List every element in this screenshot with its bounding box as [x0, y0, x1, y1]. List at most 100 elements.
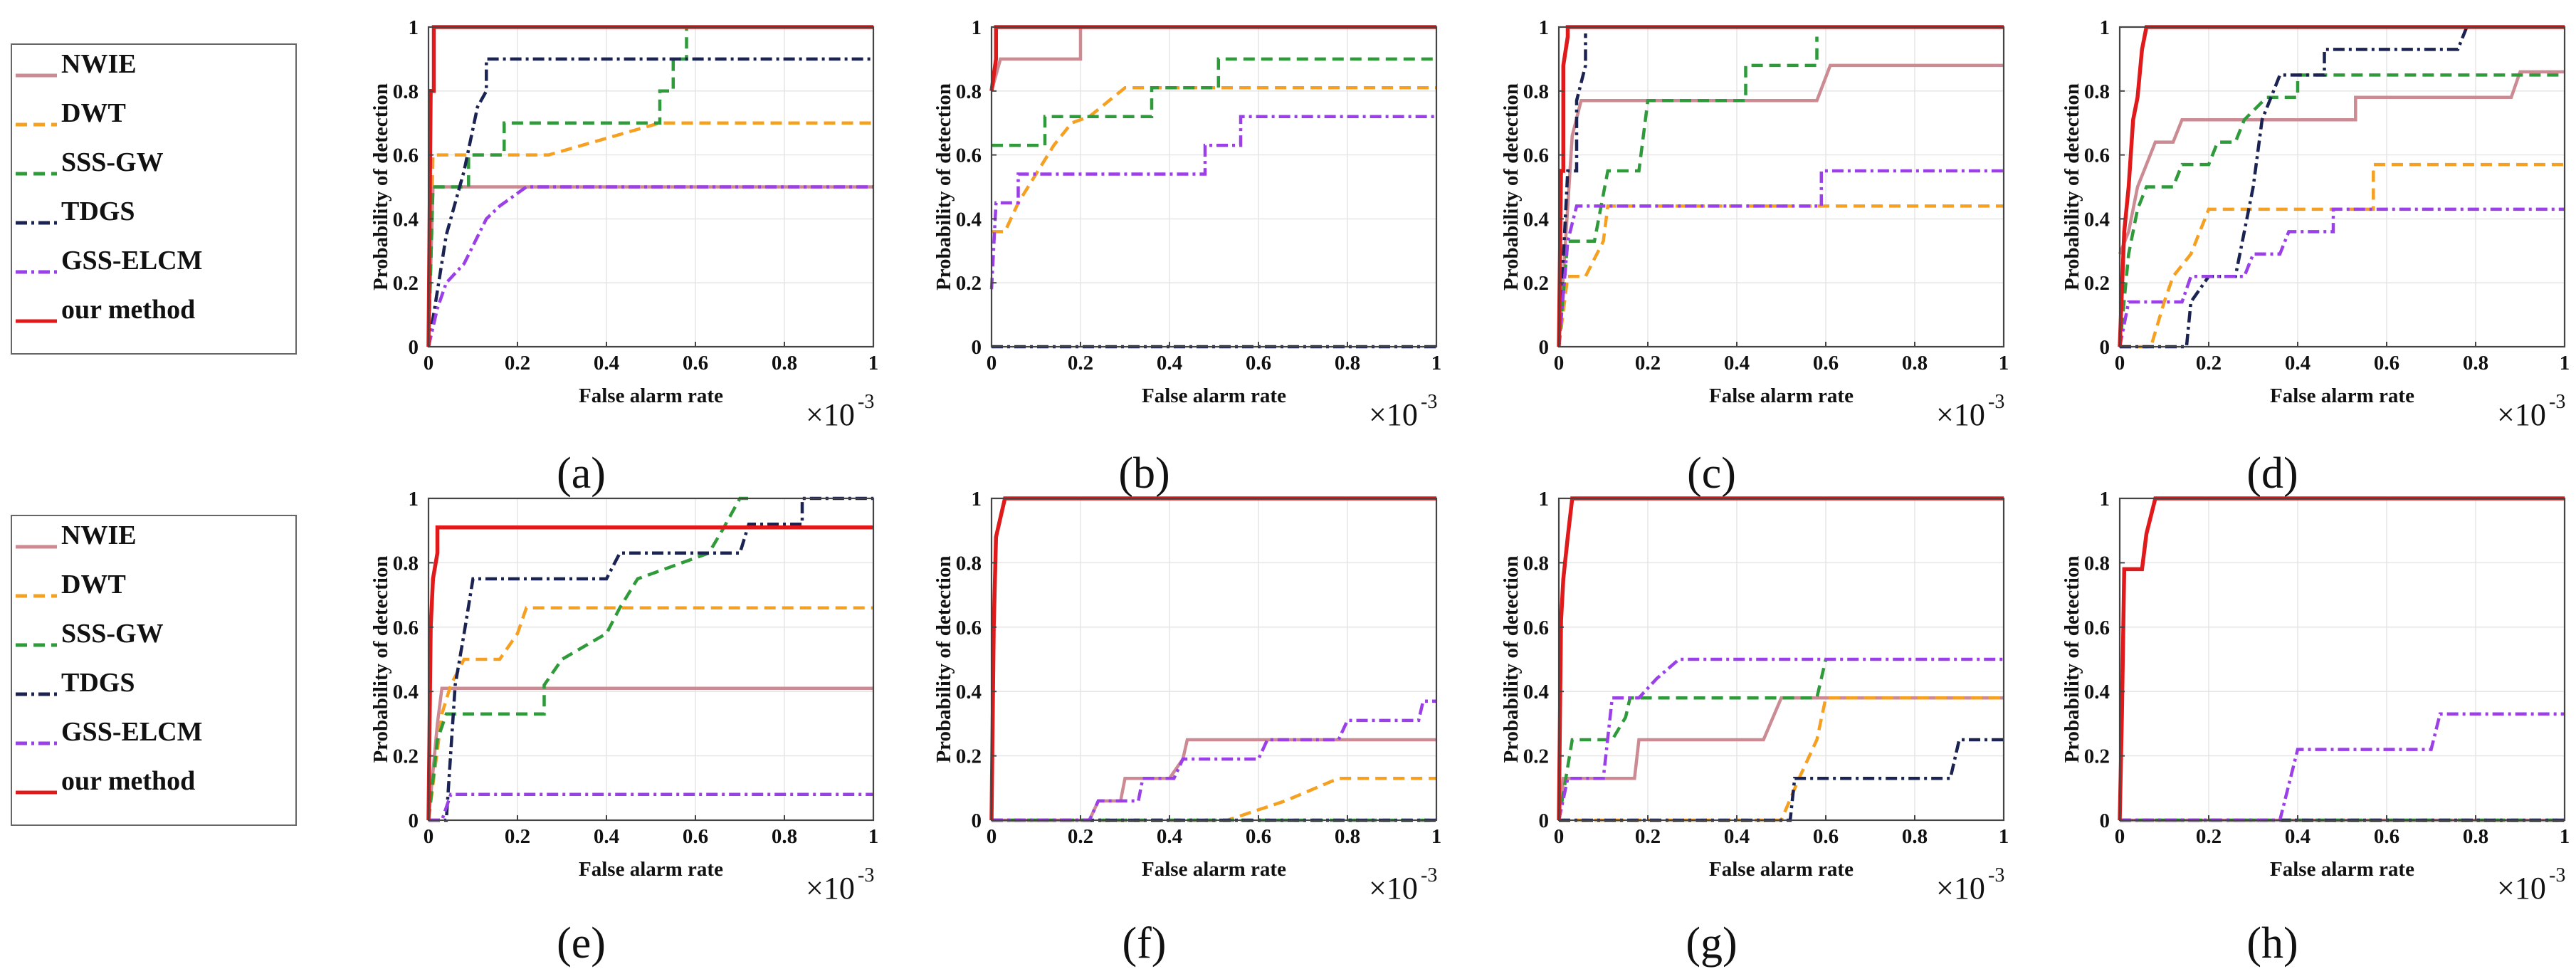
- y-tick-label: 0.6: [2084, 145, 2110, 167]
- y-tick-label: 1: [972, 16, 982, 39]
- y-axis-label: Probability of detection: [1500, 555, 1523, 763]
- y-tick-label: 0.2: [2084, 272, 2110, 295]
- x-axis-multiplier-exponent: -3: [858, 391, 874, 413]
- series-line-nwie: [426, 686, 873, 821]
- x-tick-label: 0: [987, 825, 997, 848]
- y-tick-label: 1: [2100, 16, 2110, 39]
- y-tick-label: 0: [2100, 810, 2110, 832]
- x-tick-label: 1: [2560, 352, 2570, 375]
- series-line-nwie: [1557, 696, 2004, 821]
- x-tick-label: 0.2: [1068, 825, 1093, 848]
- y-axis-label: Probability of detection: [2061, 555, 2083, 763]
- series-line-tdgs: [1557, 33, 1587, 347]
- series-line-tdgs: [426, 57, 873, 347]
- grid-lines: [991, 498, 1437, 821]
- series-line-gss-elcm: [429, 792, 873, 822]
- x-tick-label: 0.4: [1724, 352, 1750, 375]
- series-group: [2118, 25, 2565, 349]
- series-line-our-method: [2118, 496, 2565, 821]
- legend-1: NWIE DWT SSS-GW TDGS GSS-ELCM our method: [11, 43, 297, 355]
- series-line-tdgs: [1559, 738, 2004, 822]
- x-tick-label: 0.2: [505, 825, 530, 848]
- series-line-dwt: [992, 86, 1436, 234]
- y-axis-label: Probability of detection: [369, 555, 392, 763]
- y-tick-label: 0: [1539, 810, 1550, 832]
- x-axis-multiplier: ×10: [1369, 397, 1418, 432]
- y-tick-label: 0.6: [956, 145, 982, 167]
- x-axis-label: False alarm rate: [579, 384, 723, 407]
- axes-frame: [2118, 26, 2566, 348]
- panel-label: (d): [2246, 449, 2298, 498]
- y-axis-label: Probability of detection: [369, 83, 392, 290]
- x-tick-label: 0.6: [1246, 352, 1271, 375]
- y-tick-label: 1: [409, 16, 419, 39]
- x-axis-label: False alarm rate: [1709, 858, 1854, 881]
- x-tick-label: 1: [868, 352, 879, 375]
- series-line-gss-elcm: [426, 185, 873, 347]
- x-tick-label: 0: [987, 352, 997, 375]
- series-line-gss-elcm: [992, 699, 1436, 822]
- legend-label-2: DWT: [61, 570, 126, 599]
- x-axis-multiplier: ×10: [1369, 871, 1418, 906]
- y-tick-label: 0.8: [2084, 80, 2110, 103]
- series-group: [989, 496, 1436, 822]
- x-axis-multiplier: ×10: [2497, 871, 2546, 906]
- axes-frame: [990, 26, 1438, 348]
- y-axis-label: Probability of detection: [1500, 83, 1523, 290]
- grid-lines: [2119, 498, 2565, 821]
- y-tick-label: 1: [972, 488, 982, 510]
- series-line-gss-elcm: [1557, 657, 2004, 821]
- x-axis-label: False alarm rate: [2270, 384, 2414, 407]
- series-line-our-method: [2118, 25, 2565, 347]
- x-tick-label: 0.8: [772, 352, 797, 375]
- legend-box: [11, 515, 297, 826]
- x-tick-label: 0.8: [2463, 825, 2488, 848]
- series-line-dwt: [2120, 162, 2565, 349]
- x-axis-label: False alarm rate: [1709, 384, 1854, 407]
- series-group: [426, 496, 873, 822]
- series-line-sss-gw: [992, 57, 1436, 147]
- chart-panels: 0 0.2 0.4 0.6 0.8 1 0 0.2 0.4 0.6 0.8 1 False alarm …: [369, 16, 2570, 968]
- legend-label-5: GSS-ELCM: [61, 717, 202, 747]
- x-axis-multiplier: ×10: [1936, 871, 1985, 906]
- series-line-nwie: [2118, 70, 2565, 255]
- legend-label-3: SSS-GW: [61, 147, 164, 177]
- x-tick-label: 0.2: [2196, 352, 2222, 375]
- x-axis-multiplier: ×10: [1936, 397, 1985, 432]
- y-tick-label: 0.8: [393, 80, 419, 103]
- x-axis-label: False alarm rate: [1142, 858, 1286, 881]
- y-tick-label: 0.8: [956, 552, 982, 575]
- x-tick-label: 0: [2115, 825, 2125, 848]
- x-axis-label: False alarm rate: [579, 858, 723, 881]
- x-tick-label: 0: [424, 825, 434, 848]
- x-tick-label: 0.4: [2285, 352, 2310, 375]
- panel-label: (a): [557, 449, 606, 498]
- y-tick-label: 0.4: [1523, 208, 1549, 231]
- x-tick-label: 0.8: [1902, 825, 1928, 848]
- series-group: [2118, 496, 2565, 822]
- series-line-tdgs: [429, 496, 873, 822]
- panel-label: (c): [1687, 449, 1736, 498]
- x-tick-label: 0.4: [1157, 825, 1182, 848]
- y-tick-label: 0.8: [956, 80, 982, 103]
- y-tick-label: 0.2: [956, 745, 982, 768]
- series-group: [989, 25, 1436, 349]
- series-line-sss-gw: [2118, 73, 2565, 347]
- y-tick-label: 0.4: [393, 681, 419, 703]
- series-line-gss-elcm: [2120, 712, 2565, 822]
- axes-frame: [427, 497, 875, 822]
- legend-label-1: NWIE: [61, 520, 137, 550]
- series-line-sss-gw: [1557, 36, 1819, 347]
- series-line-gss-elcm: [1557, 169, 2004, 347]
- legend-label-6: our method: [61, 766, 195, 796]
- y-axis-label: Probability of detection: [2061, 83, 2083, 290]
- axes-frame: [990, 497, 1438, 822]
- x-tick-label: 0.8: [1335, 352, 1360, 375]
- x-tick-label: 0: [1554, 352, 1565, 375]
- x-tick-label: 0.6: [2374, 825, 2399, 848]
- legend-label-5: GSS-ELCM: [61, 246, 202, 276]
- grid-lines: [991, 26, 1437, 347]
- x-tick-label: 0.2: [1635, 825, 1661, 848]
- x-tick-label: 1: [1431, 825, 1442, 848]
